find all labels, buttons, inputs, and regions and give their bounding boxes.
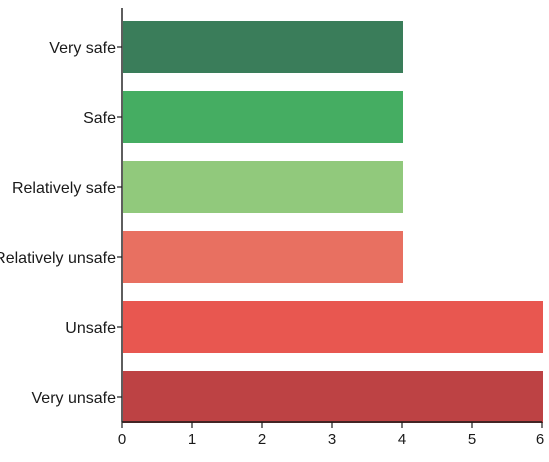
bar-group	[123, 21, 543, 423]
x-axis: 0 1 2 3 4 5 6	[118, 421, 544, 448]
x-tick-label-1: 1	[188, 431, 196, 448]
category-label-safe: Safe	[83, 110, 116, 127]
category-label-relatively-unsafe: Relatively unsafe	[0, 250, 116, 267]
x-tick-label-4: 4	[398, 431, 406, 448]
bar-very-unsafe	[123, 371, 543, 423]
y-axis	[117, 8, 123, 422]
category-label-relatively-safe: Relatively safe	[12, 180, 116, 197]
x-tick-label-6: 6	[536, 431, 544, 448]
bar-very-safe	[123, 21, 403, 73]
x-tick-label-5: 5	[468, 431, 476, 448]
bar-relatively-unsafe	[123, 231, 403, 283]
bar-unsafe	[123, 301, 543, 353]
category-label-unsafe: Unsafe	[65, 320, 116, 337]
bar-relatively-safe	[123, 161, 403, 213]
bar-safe	[123, 91, 403, 143]
category-label-very-safe: Very safe	[49, 40, 116, 57]
category-label-very-unsafe: Very unsafe	[32, 390, 117, 407]
x-tick-label-3: 3	[328, 431, 336, 448]
x-tick-label-0: 0	[118, 431, 126, 448]
x-tick-label-2: 2	[258, 431, 266, 448]
category-labels: Very safe Safe Relatively safe Relatively u…	[0, 40, 116, 407]
